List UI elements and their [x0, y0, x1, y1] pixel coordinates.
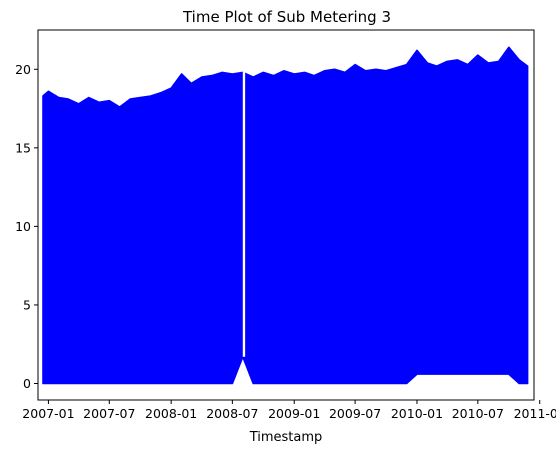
y-tick-label-3: 15 — [15, 140, 31, 155]
x-axis-label: Timestamp — [249, 430, 323, 445]
y-tick-label-4: 20 — [15, 62, 31, 77]
x-tick-label-2: 2008-01 — [145, 406, 197, 421]
plot-frame — [37, 29, 535, 401]
chart-title: Time Plot of Sub Metering 3 — [182, 8, 391, 26]
y-axis: 0 5 10 15 20 — [15, 62, 38, 391]
x-tick-label-5: 2009-07 — [329, 406, 381, 421]
y-tick-label-2: 10 — [15, 219, 31, 234]
plot-area — [42, 31, 529, 385]
y-tick-label-1: 5 — [23, 297, 31, 312]
x-tick-label-7: 2010-07 — [452, 406, 504, 421]
x-axis: 2007-01 2007-07 2008-01 2008-07 2009-01 2009-… — [22, 400, 556, 421]
y-tick-label-0: 0 — [23, 376, 31, 391]
x-tick-label-6: 2010-01 — [391, 406, 443, 421]
series-0-band — [42, 46, 529, 385]
x-tick-label-1: 2007-07 — [83, 406, 135, 421]
x-tick-label-0: 2007-01 — [22, 406, 74, 421]
x-tick-label-3: 2008-07 — [206, 406, 258, 421]
x-tick-label-8: 2011-01 — [514, 406, 556, 421]
x-tick-label-4: 2009-01 — [268, 406, 320, 421]
series-0-data-gap — [242, 31, 246, 357]
